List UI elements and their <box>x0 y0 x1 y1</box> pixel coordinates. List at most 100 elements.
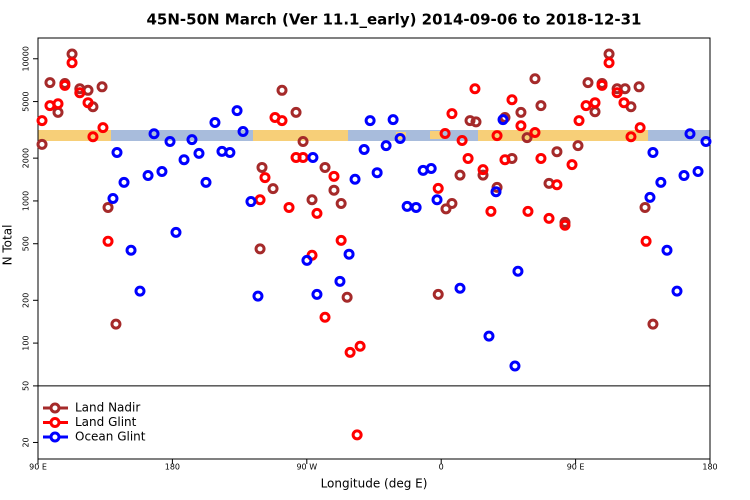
band-land <box>430 131 442 139</box>
data-point <box>661 244 673 256</box>
data-point <box>256 161 268 173</box>
data-point <box>515 106 527 118</box>
data-point <box>193 147 205 159</box>
data-point <box>425 163 437 175</box>
data-point <box>634 122 646 134</box>
data-point <box>509 360 521 372</box>
data-point <box>344 346 356 358</box>
data-point <box>371 167 383 179</box>
data-point <box>529 73 541 85</box>
data-point <box>551 146 563 158</box>
data-point <box>644 191 656 203</box>
data-point <box>580 100 592 112</box>
data-point <box>170 226 182 238</box>
data-point <box>499 154 511 166</box>
data-point <box>259 172 271 184</box>
data-point <box>301 254 313 266</box>
data-point <box>684 128 696 140</box>
data-point <box>454 282 466 294</box>
data-point <box>432 182 444 194</box>
chart-title: 45N-50N March (Ver 11.1_early) 2014-09-0… <box>147 11 642 29</box>
data-point <box>245 196 257 208</box>
data-point <box>87 131 99 143</box>
y-axis-title: N Total <box>1 225 15 266</box>
data-point <box>647 147 659 159</box>
data-point <box>178 154 190 166</box>
data-point <box>36 138 48 150</box>
data-point <box>477 164 489 176</box>
plot-frame <box>37 37 711 460</box>
data-point <box>535 100 547 112</box>
data-point <box>387 114 399 126</box>
band-ocean <box>648 130 710 141</box>
data-point <box>156 166 168 178</box>
data-point <box>319 161 331 173</box>
data-point <box>224 147 236 159</box>
data-point <box>619 83 631 95</box>
data-point <box>186 134 198 146</box>
data-point <box>335 197 347 209</box>
data-point <box>148 128 160 140</box>
data-point <box>66 57 78 69</box>
y-tick-label: 500 <box>22 236 31 251</box>
data-point <box>59 79 71 91</box>
data-point <box>52 98 64 110</box>
data-point <box>477 169 489 181</box>
data-point <box>559 219 571 231</box>
x-tick-label: 0 <box>439 463 444 472</box>
data-point <box>335 234 347 246</box>
data-point <box>618 97 630 109</box>
data-point <box>311 207 323 219</box>
data-point <box>483 330 495 342</box>
data-point <box>582 77 594 89</box>
data-point <box>456 135 468 147</box>
y-tick-label: 100 <box>22 335 31 350</box>
data-point <box>311 288 323 300</box>
data-point <box>319 311 331 323</box>
data-point <box>97 122 109 134</box>
data-point <box>297 152 309 164</box>
data-point <box>102 201 114 213</box>
data-point <box>110 318 122 330</box>
land-ocean-band <box>38 130 710 141</box>
data-point <box>209 117 221 129</box>
data-point <box>446 197 458 209</box>
data-point <box>200 176 212 188</box>
legend-label: Ocean Glint <box>75 430 146 444</box>
data-point <box>596 79 608 91</box>
data-point <box>276 115 288 127</box>
data-point <box>164 135 176 147</box>
data-point <box>640 235 652 247</box>
data-point <box>432 288 444 300</box>
data-point <box>276 84 288 96</box>
data-point <box>267 183 279 195</box>
legend-label: Land Nadir <box>75 401 140 415</box>
y-tick-label: 10000 <box>22 46 31 71</box>
data-point <box>118 176 130 188</box>
data-point <box>237 125 249 137</box>
data-point <box>306 194 318 206</box>
data-point <box>678 169 690 181</box>
data-point <box>358 144 370 156</box>
y-tick-label: 200 <box>22 293 31 308</box>
y-tick-label: 50 <box>22 381 31 391</box>
data-point <box>515 120 527 132</box>
x-tick-label: 180 <box>165 463 180 472</box>
data-point <box>341 291 353 303</box>
data-point <box>410 201 422 213</box>
band-ocean <box>348 130 478 141</box>
x-tick-label: 90 W <box>296 463 317 472</box>
legend-marker <box>49 417 61 428</box>
data-point <box>283 201 295 213</box>
data-point <box>462 152 474 164</box>
x-tick-label: 90 E <box>567 463 585 472</box>
data-point <box>446 108 458 120</box>
data-point <box>307 152 319 164</box>
data-point <box>297 135 309 147</box>
data-point <box>343 248 355 260</box>
data-point <box>328 184 340 196</box>
data-point <box>254 243 266 255</box>
data-point <box>551 179 563 191</box>
